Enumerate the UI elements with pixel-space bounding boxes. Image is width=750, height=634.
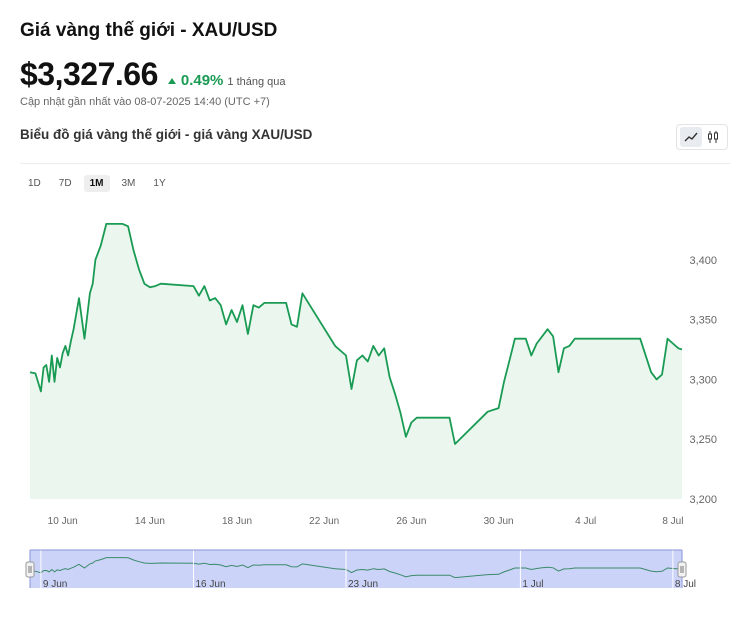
x-tick-label: 18 Jun <box>222 516 252 527</box>
trend-up-icon <box>167 78 176 84</box>
chart-navigator[interactable]: 9 Jun 16 Jun 23 Jun 1 Jul 8 Jul <box>0 544 750 594</box>
navigator-tick-label: 8 Jul <box>675 579 696 590</box>
price-line <box>29 223 683 445</box>
x-tick-label: 22 Jun <box>309 516 339 527</box>
price-chart[interactable]: 3,400 3,350 3,300 3,250 3,200 10 Jun 14 Jun 18… <box>0 200 750 535</box>
candlestick-view-button[interactable] <box>702 127 724 147</box>
chart-view-toggle <box>676 124 728 150</box>
x-tick-label: 26 Jun <box>396 516 426 527</box>
price-summary: $3,327.66 0.49% 1 tháng qua <box>20 56 286 93</box>
price-change: 0.49% 1 tháng qua <box>167 72 286 89</box>
header-divider <box>20 163 730 164</box>
range-1y-button[interactable]: 1Y <box>153 178 166 189</box>
range-7d-button[interactable]: 7D <box>58 178 72 189</box>
navigator-series <box>29 550 683 588</box>
navigator-selection <box>30 550 682 588</box>
y-tick-label: 3,300 <box>689 374 717 386</box>
range-selector: 1D 7D 1M 3M 1Y <box>22 175 172 192</box>
last-updated: Cập nhật gần nhất vào 08-07-2025 14:40 (… <box>20 96 270 108</box>
navigator-left-handle[interactable] <box>25 561 35 578</box>
navigator-tick-label: 16 Jun <box>196 579 226 590</box>
current-price: $3,327.66 <box>20 56 158 92</box>
page-title: Giá vàng thế giới - XAU/USD <box>20 20 278 41</box>
range-1m-button[interactable]: 1M <box>83 175 110 192</box>
line-view-button[interactable] <box>680 127 702 147</box>
navigator-tick-label: 9 Jun <box>43 579 67 590</box>
navigator-line <box>29 557 683 579</box>
x-tick-label: 10 Jun <box>48 516 78 527</box>
y-tick-label: 3,200 <box>689 494 717 506</box>
y-tick-label: 3,250 <box>689 434 717 446</box>
line-chart-icon <box>684 132 698 142</box>
x-axis: 10 Jun 14 Jun 18 Jun 22 Jun 26 Jun 30 Jun 4 Ju… <box>48 516 684 527</box>
navigator-tick-label: 23 Jun <box>348 579 378 590</box>
change-period: 1 tháng qua <box>227 76 286 88</box>
x-tick-label: 30 Jun <box>484 516 514 527</box>
range-3m-button[interactable]: 3M <box>121 178 136 189</box>
candlestick-icon <box>708 131 718 143</box>
navigator-right-handle[interactable] <box>677 561 687 578</box>
x-tick-label: 14 Jun <box>135 516 165 527</box>
y-tick-label: 3,400 <box>689 255 717 267</box>
x-tick-label: 8 Jul <box>662 516 683 527</box>
navigator-axis: 9 Jun 16 Jun 23 Jun 1 Jul 8 Jul <box>40 550 696 590</box>
range-1d-button[interactable]: 1D <box>28 178 41 189</box>
navigator-controls <box>25 549 687 588</box>
y-tick-label: 3,350 <box>689 315 717 327</box>
plot-area <box>29 223 683 499</box>
x-tick-label: 4 Jul <box>575 516 596 527</box>
chart-subtitle: Biểu đồ giá vàng thế giới - giá vàng XAU… <box>20 127 313 142</box>
navigator-tick-label: 1 Jul <box>522 579 543 590</box>
price-area <box>30 223 682 499</box>
change-percent: 0.49% <box>180 72 224 89</box>
y-axis: 3,400 3,350 3,300 3,250 3,200 <box>689 255 717 506</box>
